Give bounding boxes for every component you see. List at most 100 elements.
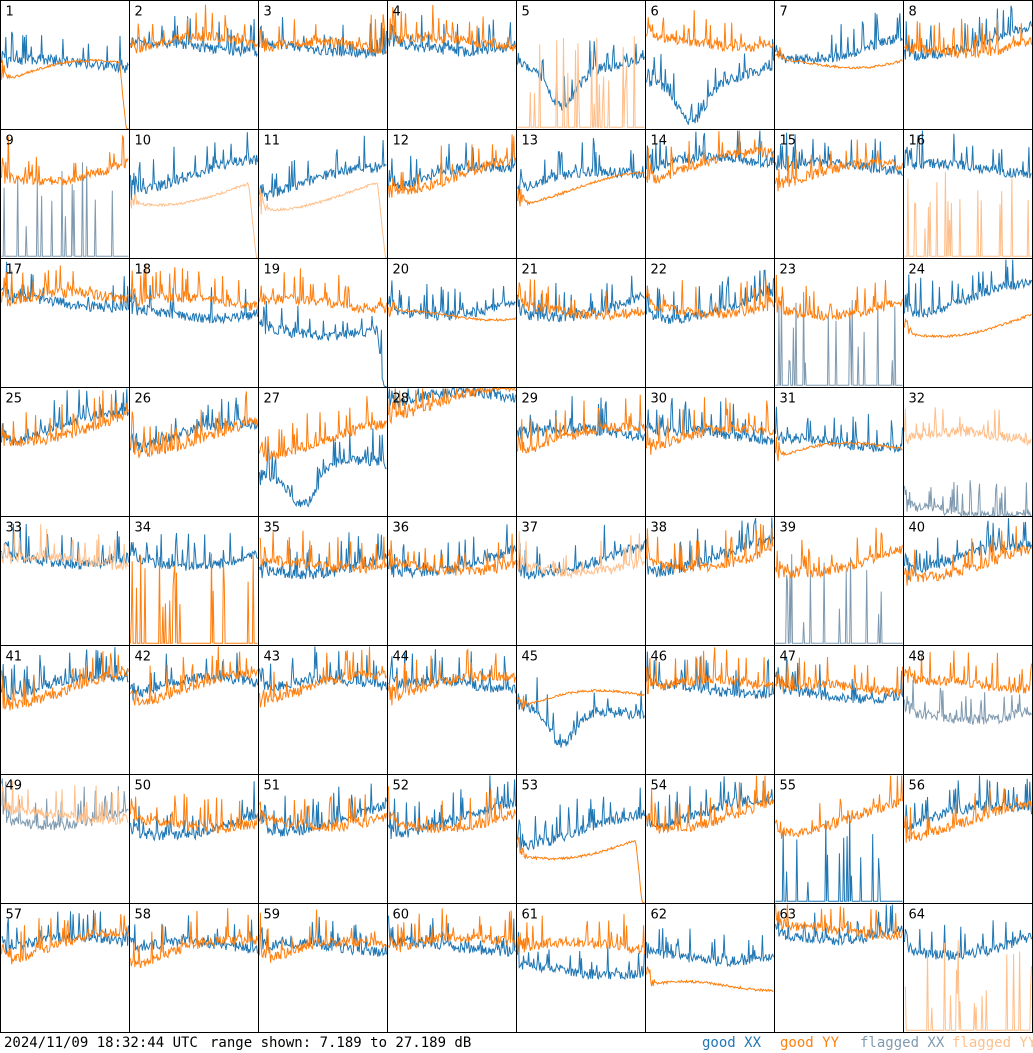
panel-34: 34 <box>129 516 259 646</box>
panel-frame <box>645 645 775 775</box>
panel-62: 62 <box>645 903 775 1033</box>
panel-frame <box>0 258 130 388</box>
panel-frame <box>129 258 259 388</box>
series-xx-good <box>775 406 903 454</box>
series-xx-good <box>130 132 258 201</box>
panel-32: 32 <box>903 387 1033 518</box>
panel-15: 15 <box>774 129 904 259</box>
panel-38: 38 <box>645 516 775 646</box>
series-yy-good <box>259 396 387 462</box>
panel-frame <box>258 129 388 259</box>
panel-41: 41 <box>0 645 130 775</box>
panel-label: 49 <box>6 779 23 794</box>
panel-frame <box>516 258 646 388</box>
panel-frame <box>129 387 259 517</box>
legend-good-yy: good YY <box>780 1035 840 1051</box>
series-yy-good <box>517 914 645 955</box>
panel-51: 51 <box>258 774 388 904</box>
panel-59: 59 <box>258 903 388 1033</box>
panel-frame <box>258 516 388 646</box>
series-yy-good <box>775 274 903 321</box>
panel-frame <box>258 0 388 130</box>
series-xx-good <box>904 775 1032 831</box>
panel-frame <box>0 0 130 130</box>
panel-56: 56 <box>903 774 1033 904</box>
panel-frame <box>387 774 517 904</box>
panel-label: 52 <box>393 779 410 794</box>
panel-12: 12 <box>387 129 517 259</box>
panel-5: 5 <box>516 0 646 130</box>
panel-frame <box>129 516 259 646</box>
panel-label: 15 <box>780 134 797 149</box>
panel-4: 4 <box>387 0 517 130</box>
panel-13: 13 <box>516 129 646 259</box>
series-yy-good <box>904 650 1032 694</box>
panel-label: 40 <box>909 521 926 536</box>
panel-label: 4 <box>393 5 401 20</box>
panel-22: 22 <box>645 258 775 388</box>
series-yy-good <box>517 836 645 903</box>
panel-frame <box>387 129 517 259</box>
panel-19: 19 <box>258 258 388 388</box>
panel-frame <box>903 387 1033 517</box>
panel-6: 6 <box>645 0 775 130</box>
range-text: range shown: 7.189 to 27.189 dB <box>210 1035 472 1051</box>
panel-40: 40 <box>903 516 1033 646</box>
series-xx-good <box>517 787 645 851</box>
series-xx-flagged <box>775 292 903 386</box>
series-yy-good <box>1 265 129 307</box>
series-yy-good <box>130 4 258 54</box>
series-yy-flagged <box>1 780 129 826</box>
panel-60: 60 <box>387 903 517 1033</box>
series-xx-good <box>775 815 903 902</box>
panel-frame <box>0 645 130 775</box>
series-yy-good <box>388 300 516 322</box>
legend-flagged-xx: flagged XX <box>860 1035 945 1051</box>
panel-20: 20 <box>387 258 517 388</box>
panel-label: 60 <box>393 908 410 923</box>
series-xx-good <box>646 130 774 174</box>
panel-label: 19 <box>264 263 281 278</box>
series-xx-good <box>517 524 645 580</box>
panel-frame <box>903 0 1033 130</box>
panel-label: 43 <box>264 650 281 665</box>
panel-18: 18 <box>129 258 259 388</box>
panel-label: 6 <box>651 5 659 20</box>
panel-frame <box>0 774 130 904</box>
panel-label: 56 <box>909 779 926 794</box>
series-yy-good <box>517 279 645 322</box>
panel-frame <box>774 645 904 775</box>
series-yy-good <box>904 18 1032 60</box>
panel-43: 43 <box>258 645 388 775</box>
panel-frame <box>387 258 517 388</box>
panel-14: 14 <box>645 129 775 259</box>
series-yy-good <box>130 793 258 834</box>
series-xx-good <box>259 428 387 508</box>
panel-30: 30 <box>645 387 775 517</box>
panel-label: 50 <box>135 779 152 794</box>
panel-label: 57 <box>6 908 23 923</box>
series-yy-good <box>646 10 774 53</box>
series-yy-good <box>775 775 903 839</box>
panel-frame <box>516 0 646 130</box>
series-xx-good <box>259 300 387 387</box>
panel-frame <box>387 645 517 775</box>
panel-label: 24 <box>909 263 926 278</box>
series-yy-good <box>775 527 903 579</box>
panel-label: 42 <box>135 650 152 665</box>
legend-flagged-yy: flagged YY <box>952 1035 1033 1051</box>
series-yy-good <box>775 904 903 941</box>
panel-label: 22 <box>651 263 668 278</box>
panel-label: 39 <box>780 521 797 536</box>
series-yy-good <box>130 646 258 706</box>
panel-label: 2 <box>135 5 143 20</box>
panel-frame <box>774 0 904 130</box>
panel-label: 11 <box>264 134 281 149</box>
panel-label: 21 <box>522 263 539 278</box>
panel-label: 20 <box>393 263 410 278</box>
panel-26: 26 <box>129 387 259 517</box>
series-yy-good <box>904 313 1032 339</box>
panel-frame <box>516 387 646 517</box>
panel-47: 47 <box>774 645 904 775</box>
